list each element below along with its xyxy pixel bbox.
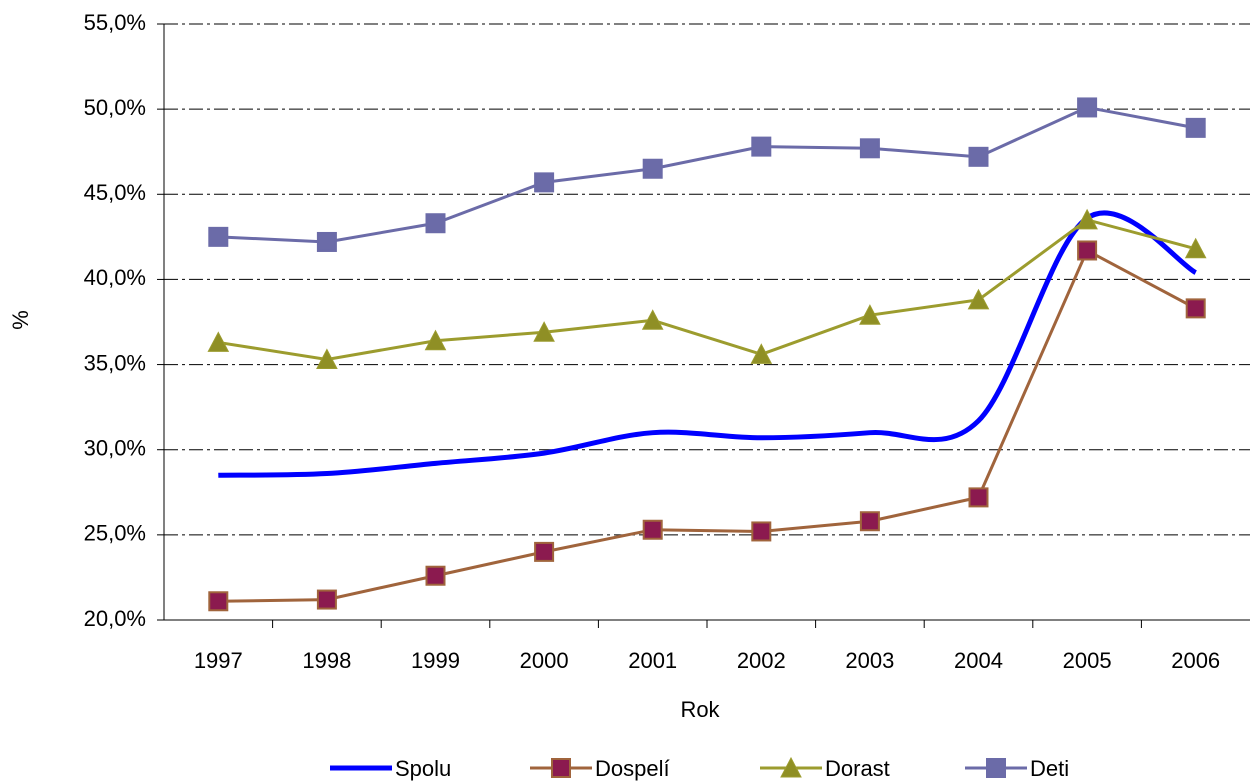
data-point [859, 304, 881, 325]
x-tick-label: 1997 [194, 648, 243, 673]
y-tick-label: 55,0% [84, 10, 146, 35]
data-point [751, 521, 772, 542]
x-tick-label: 2003 [845, 648, 894, 673]
y-axis-label: % [8, 310, 33, 330]
data-point [316, 348, 338, 369]
data-point [425, 213, 446, 234]
legend-label: Dorast [825, 756, 890, 781]
series-line [218, 218, 1197, 361]
data-point [534, 172, 555, 193]
data-point [316, 589, 337, 610]
x-axis-label: Rok [680, 697, 720, 722]
data-point [1076, 208, 1098, 230]
y-tick-label: 20,0% [84, 606, 146, 631]
y-tick-label: 40,0% [84, 265, 146, 290]
legend-marker [986, 758, 1006, 778]
data-point [751, 136, 772, 157]
data-point [859, 511, 880, 532]
data-point [534, 541, 555, 562]
data-point [642, 519, 663, 540]
x-tick-label: 2002 [737, 648, 786, 673]
x-tick-label: 1999 [411, 648, 460, 673]
x-tick-label: 1998 [302, 648, 351, 673]
data-point [1077, 240, 1098, 261]
y-tick-label: 45,0% [84, 180, 146, 205]
y-tick-label: 35,0% [84, 350, 146, 375]
data-point [967, 288, 990, 310]
data-point [208, 226, 229, 247]
data-point [859, 138, 880, 159]
data-point [1185, 298, 1206, 319]
y-tick-label: 50,0% [84, 95, 146, 120]
x-tick-label: 2001 [628, 648, 677, 673]
x-tick-label: 2005 [1063, 648, 1112, 673]
data-point [533, 321, 555, 342]
x-tick-label: 2004 [954, 648, 1003, 673]
data-point [208, 591, 229, 612]
data-point [424, 329, 447, 351]
legend-label: Dospelí [595, 756, 670, 781]
series-line [218, 248, 1197, 603]
y-tick-label: 30,0% [84, 436, 146, 461]
data-point [968, 487, 989, 508]
data-point [750, 343, 773, 364]
data-point [1077, 97, 1098, 118]
series-line [218, 210, 1198, 478]
x-tick-label: 2006 [1171, 648, 1220, 673]
legend-label: Spolu [395, 756, 451, 781]
data-point [1184, 237, 1207, 259]
legend-marker [780, 756, 802, 778]
series-line [218, 105, 1196, 244]
data-point [207, 331, 230, 352]
y-tick-label: 25,0% [84, 521, 146, 546]
x-tick-label: 2000 [520, 648, 569, 673]
data-point [316, 231, 337, 252]
data-point [641, 309, 664, 330]
legend-marker [551, 758, 571, 778]
data-point [642, 158, 663, 179]
data-point [425, 565, 446, 586]
legend-label: Deti [1030, 756, 1069, 781]
data-point [1185, 117, 1206, 138]
data-point [968, 146, 989, 167]
